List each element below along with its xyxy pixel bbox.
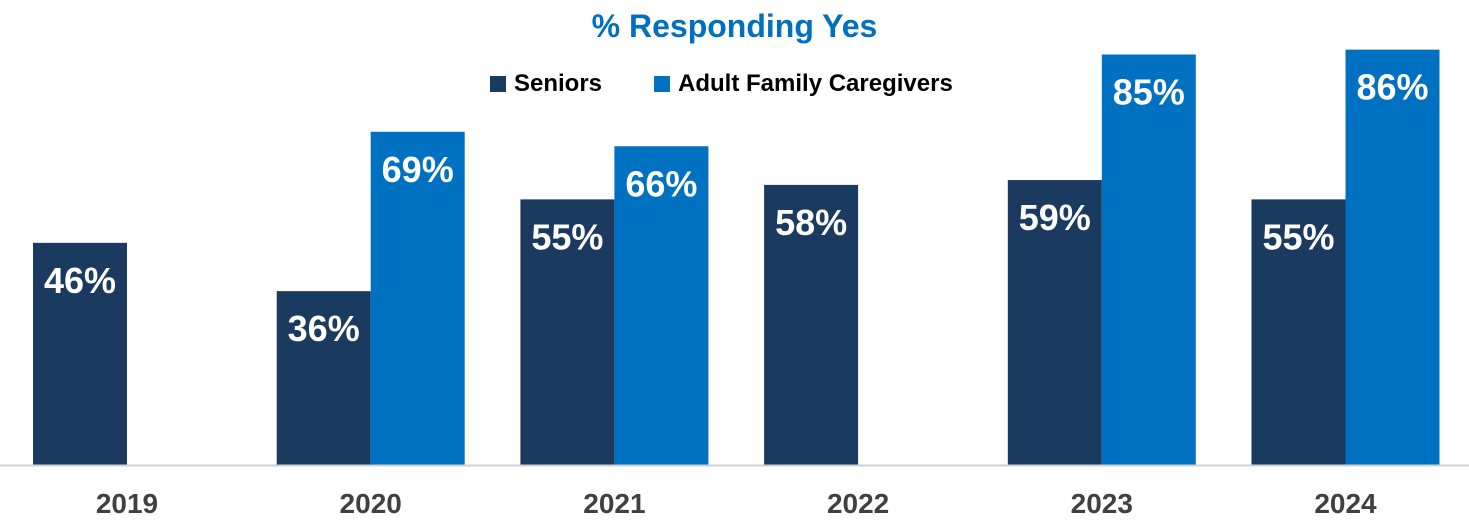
data-label-seniors-2019: 46% [44,260,116,301]
legend-swatch-seniors [490,76,506,92]
x-tick-label-2021: 2021 [583,488,645,519]
bar-caregivers-2021 [614,146,709,465]
data-label-seniors-2024: 55% [1262,216,1334,257]
data-label-seniors-2023: 59% [1019,197,1091,238]
data-label-caregivers-2024: 86% [1356,67,1428,108]
bar-caregivers-2023 [1101,54,1196,465]
legend-label-caregivers: Adult Family Caregivers [678,70,953,97]
bar-seniors-2021 [520,199,615,465]
bar-seniors-2020 [276,291,371,465]
legend-item-caregivers: Adult Family Caregivers [654,70,953,98]
legend-swatch-caregivers [654,76,671,92]
legend-label-seniors: Seniors [514,70,603,97]
data-label-caregivers-2020: 69% [382,149,454,190]
bar-seniors-2022 [764,184,859,466]
data-label-caregivers-2023: 85% [1113,71,1185,112]
x-tick-label-2019: 2019 [96,488,158,519]
data-label-caregivers-2021: 66% [625,163,697,204]
legend-item-seniors: Seniors [490,70,602,98]
legend: Seniors Adult Family Caregivers [490,70,1005,98]
chart-title: % Responding Yes [591,8,878,44]
bar-seniors-2024 [1251,199,1346,465]
x-tick-label-2020: 2020 [340,488,402,519]
bar-seniors-2019 [33,242,127,465]
bar-caregivers-2020 [370,131,465,466]
x-tick-label-2024: 2024 [1314,488,1377,519]
bar-caregivers-2024 [1345,49,1440,466]
data-label-seniors-2022: 58% [775,202,847,243]
data-label-seniors-2021: 55% [531,216,603,257]
x-tick-label-2023: 2023 [1071,488,1133,519]
data-label-seniors-2020: 36% [288,308,360,349]
bar-seniors-2023 [1007,180,1102,465]
x-tick-label-2022: 2022 [827,488,889,519]
